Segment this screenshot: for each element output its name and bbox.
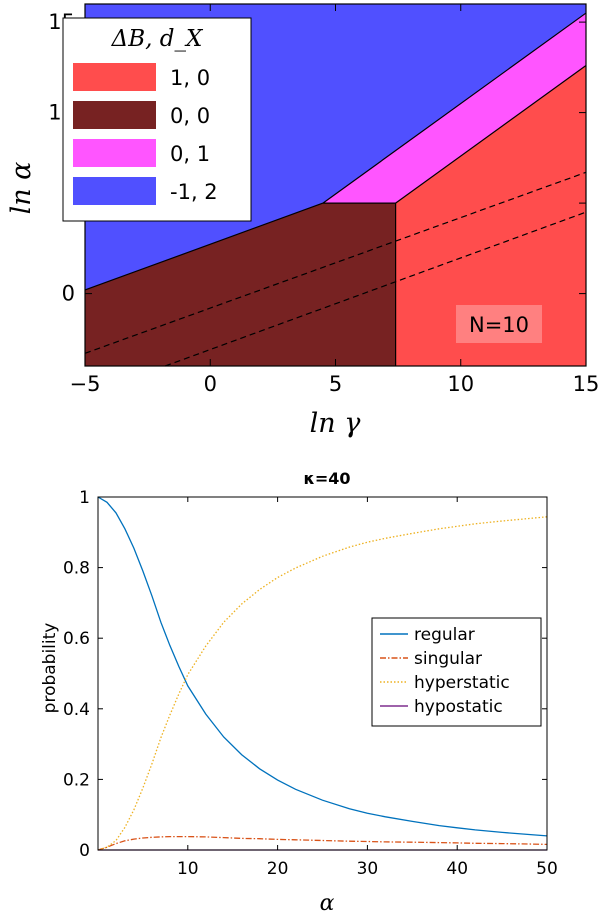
chart-title: κ=40 — [303, 469, 350, 488]
legend-label-2: 0, 1 — [170, 142, 210, 166]
legend-label-singular: singular — [414, 649, 482, 669]
x-tick-label-0: −5 — [70, 372, 101, 396]
y-axis-label: ln α — [6, 162, 37, 215]
y-axis-label: probability — [40, 623, 60, 714]
phase-diagram: −5051015051015 ΔB, d_X 1, 00, 00, 1-1, 2… — [0, 0, 601, 440]
y-tick-label-0: 0 — [79, 841, 90, 861]
x-tick-label-0: 10 — [177, 859, 199, 879]
x-tick-label-2: 5 — [329, 372, 342, 396]
x-tick-label-4: 15 — [573, 372, 600, 396]
legend: ΔB, d_X 1, 0 0, 0 0, 1 -1, 2 — [63, 18, 251, 221]
x-tick-label-1: 20 — [267, 859, 289, 879]
legend-swatch-3 — [73, 177, 156, 205]
legend-label-regular: regular — [414, 625, 475, 645]
x-tick-label-3: 40 — [446, 859, 468, 879]
legend: regular singular hyperstatic hypostatic — [372, 618, 541, 726]
x-axis-label: α — [320, 891, 335, 915]
annotation-text: N=10 — [469, 313, 529, 337]
x-tick-label-4: 50 — [536, 859, 558, 879]
series-line-singular — [98, 837, 547, 850]
probability-chart: κ=40 10 20 30 40 50 0 0.2 0.4 0.6 0.8 1 regular sin… — [0, 440, 601, 915]
legend-swatch-0 — [73, 63, 156, 91]
y-tick-label-0: 0 — [62, 282, 75, 306]
y-tick-label-4: 0.8 — [63, 559, 90, 579]
legend-label-hyperstatic: hyperstatic — [414, 673, 510, 693]
y-tick-label-5: 1 — [79, 488, 90, 508]
legend-label-0: 1, 0 — [170, 66, 210, 90]
x-tick-label-3: 10 — [447, 372, 474, 396]
legend-label-3: -1, 2 — [170, 180, 218, 204]
y-tick-label-3: 0.6 — [63, 629, 90, 649]
legend-swatch-2 — [73, 139, 156, 167]
legend-swatch-1 — [73, 101, 156, 129]
y-tick-label-1: 0.2 — [63, 770, 90, 790]
x-tick-label-2: 30 — [357, 859, 379, 879]
legend-label-hypostatic: hypostatic — [414, 697, 503, 717]
legend-title: ΔB, d_X — [111, 26, 204, 52]
y-tick-label-2: 0.4 — [63, 700, 90, 720]
x-tick-label-1: 0 — [204, 372, 217, 396]
legend-label-1: 0, 0 — [170, 104, 210, 128]
x-axis-label: ln γ — [310, 408, 362, 439]
n-annotation: N=10 — [456, 305, 542, 343]
